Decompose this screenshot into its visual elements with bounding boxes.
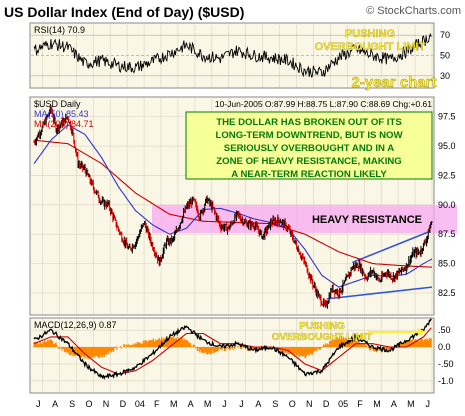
price-tick-label: 92.5: [438, 170, 456, 180]
x-axis-label: S: [272, 399, 278, 409]
macd-signal-line: [33, 327, 432, 375]
ticker-label: $USD Daily: [34, 99, 81, 109]
annotation-line4: ZONE OF HEAVY RESISTANCE, MAKING: [216, 156, 402, 167]
x-axis-label: J: [36, 399, 41, 409]
price-tick-label: 90.0: [438, 200, 456, 210]
x-axis-label: S: [69, 399, 75, 409]
rsi-tick: 50: [440, 51, 450, 61]
x-axis-label: M: [373, 399, 381, 409]
macd-label: MACD(12,26,9) 0.87: [34, 320, 117, 330]
x-axis-label: N: [103, 399, 110, 409]
price-tick-label: 87.5: [438, 229, 456, 239]
resistance-label: HEAVY RESISTANCE: [312, 214, 422, 226]
rsi-label: RSI(14) 70.9: [34, 25, 85, 35]
macd-tick-label: 0.0: [438, 342, 451, 352]
ma50-label: MA(50) 85.43: [34, 109, 89, 119]
x-axis-label: O: [289, 399, 296, 409]
quote-label: 10-Jun-2005 O:87.99 H:88.75 L:87.90 C:88…: [215, 99, 432, 109]
chart-title: US Dollar Index (End of Day) ($USD): [4, 4, 244, 20]
x-axis-label: D: [323, 399, 330, 409]
chart-span-label: 2-year chart: [351, 74, 436, 91]
x-axis-label: M: [204, 399, 212, 409]
x-axis: J A S O N D 04 F M A M J J A S O N D 05 F M A M J: [36, 399, 430, 409]
x-axis-label: 04: [135, 399, 145, 409]
annotation-line3: SERIOUSLY OVERBOUGHT AND IN A: [224, 143, 394, 154]
price-tick-label: 97.5: [438, 112, 456, 122]
macd-ticks: .50 0.0 -.50 -1.0: [438, 325, 454, 386]
annotation-line5: A NEAR-TERM REACTION LIKELY: [231, 169, 387, 180]
x-axis-label: M: [170, 399, 178, 409]
rsi-callout-line1: PUSHING: [345, 28, 395, 40]
rsi-tick: 70: [440, 30, 450, 40]
rsi-line: [33, 32, 432, 78]
x-axis-label: J: [239, 399, 244, 409]
x-axis-label: A: [52, 399, 58, 409]
channel-upper-line: [352, 231, 429, 264]
macd-tick-label: -1.0: [438, 376, 454, 386]
annotation-box: [185, 111, 433, 180]
x-axis-label: F: [154, 399, 160, 409]
macd-callout-line2: OVERBOUGHT LIMIT: [272, 332, 373, 343]
x-axis-label: A: [391, 399, 397, 409]
x-axis-label: F: [357, 399, 363, 409]
x-axis-label: J: [426, 399, 431, 409]
x-axis-label: J: [222, 399, 227, 409]
price-ticks: 97.5 95.0 92.5 90.0 87.5 85.0 82.5: [438, 112, 456, 298]
price-tick-label: 82.5: [438, 288, 456, 298]
macd-callout-line1: PUSHING: [299, 321, 345, 332]
channel-lower-line: [326, 286, 433, 300]
series-layer: [33, 32, 433, 380]
price-tick-label: 95.0: [438, 141, 456, 151]
macd-tick-label: -.50: [438, 359, 454, 369]
macd-line: [33, 318, 432, 380]
x-axis-label: A: [255, 399, 261, 409]
macd-callout-arrowhead: [418, 328, 426, 336]
x-axis-label: N: [306, 399, 313, 409]
rsi-tick: 30: [440, 71, 450, 81]
macd-tick-label: .50: [438, 325, 451, 335]
price-tick-label: 85.0: [438, 259, 456, 269]
ma200-label: MA(200) 84.71: [34, 119, 94, 129]
annotation-line1: THE DOLLAR HAS BROKEN OUT OF ITS: [216, 117, 402, 128]
x-axis-label: D: [120, 399, 127, 409]
copyright-label: © StockCharts.com: [366, 5, 461, 17]
x-axis-label: O: [86, 399, 93, 409]
x-axis-label: A: [188, 399, 194, 409]
annotation-line2: LONG-TERM DOWNTREND, BUT IS NOW: [215, 130, 403, 141]
x-axis-label: 05: [338, 399, 348, 409]
x-axis-label: M: [407, 399, 415, 409]
rsi-callout-line2: OVERBOUGHT LIMIT: [315, 41, 426, 53]
